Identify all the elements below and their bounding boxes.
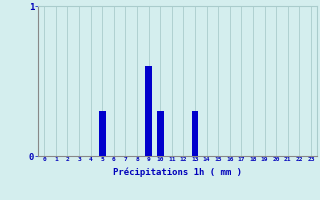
Bar — [157, 111, 164, 156]
Bar — [99, 111, 106, 156]
Bar — [145, 66, 152, 156]
Bar — [192, 111, 198, 156]
X-axis label: Précipitations 1h ( mm ): Précipitations 1h ( mm ) — [113, 168, 242, 177]
